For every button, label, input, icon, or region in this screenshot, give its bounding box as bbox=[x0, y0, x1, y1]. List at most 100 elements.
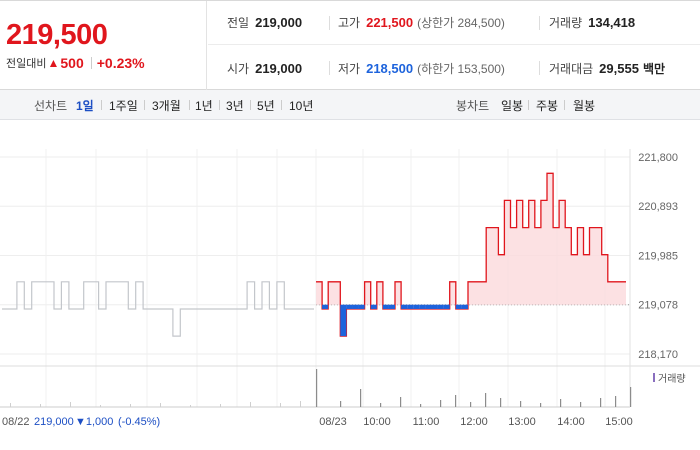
volume-bar bbox=[600, 398, 602, 407]
price-change: 전일대비 ▲ 500 +0.23% bbox=[6, 55, 145, 71]
volume: 거래량 134,418 bbox=[549, 14, 635, 31]
candle-chart-label: 봉차트 bbox=[456, 99, 490, 113]
volume-bar bbox=[560, 399, 562, 407]
below-ref-bar bbox=[443, 304, 450, 309]
tab-1day[interactable]: 1일 bbox=[76, 99, 94, 113]
quote-panel: 219,500 전일대비 ▲ 500 +0.23% 전일 219,000 고가 … bbox=[0, 0, 700, 90]
x-tick-label: 13:00 bbox=[508, 416, 536, 428]
prev-day-change: ▼1,000 bbox=[75, 416, 113, 428]
volume-bar bbox=[340, 401, 342, 407]
day-low: 저가 218,500 (하한가 153,500) bbox=[338, 60, 505, 77]
below-ref-bar bbox=[358, 304, 365, 309]
volume-bar bbox=[400, 397, 402, 407]
tab-3year[interactable]: 3년 bbox=[226, 99, 244, 113]
today-line bbox=[316, 172, 626, 337]
volume-bar bbox=[615, 396, 617, 407]
below-ref-bar bbox=[407, 304, 414, 309]
tab-5year[interactable]: 5년 bbox=[257, 99, 275, 113]
quote-row-2: 시가 219,000 저가 218,500 (하한가 153,500) 거래대금… bbox=[208, 46, 700, 90]
prev-close-value: 219,000 bbox=[255, 15, 303, 30]
current-price: 219,500 bbox=[6, 19, 108, 51]
volume-bar bbox=[540, 403, 542, 407]
volume-bar bbox=[380, 403, 382, 407]
volume-bar bbox=[630, 387, 632, 407]
x-tick-label: 08/23 bbox=[319, 416, 347, 428]
x-tick-label: 14:00 bbox=[557, 416, 585, 428]
prev-day-date: 08/22 bbox=[2, 416, 30, 428]
tab-weekly-candle[interactable]: 주봉 bbox=[536, 99, 559, 113]
day-high: 고가 221,500 (상한가 284,500) bbox=[338, 14, 505, 31]
volume-bar bbox=[190, 405, 191, 407]
volume-bar bbox=[500, 398, 502, 407]
below-ref-bar bbox=[431, 304, 438, 309]
below-ref-bar bbox=[382, 304, 389, 309]
prev-close: 전일 219,000 bbox=[227, 14, 302, 31]
below-ref-bar bbox=[419, 304, 426, 309]
divider bbox=[329, 61, 330, 75]
tab-monthly-candle[interactable]: 월봉 bbox=[573, 99, 596, 113]
below-ref-bar bbox=[461, 304, 468, 309]
y-tick-label: 219,985 bbox=[638, 251, 678, 263]
prev-day-change-pct: (-0.45%) bbox=[118, 416, 160, 428]
up-arrow-icon: ▲ bbox=[47, 56, 60, 70]
below-ref-bar bbox=[346, 304, 353, 309]
x-axis: 08/23 10:00 11:00 12:00 13:00 14:00 15:00 08/22… bbox=[2, 416, 633, 428]
open-price: 시가 219,000 bbox=[227, 60, 302, 77]
x-tick-label: 10:00 bbox=[363, 416, 391, 428]
below-ref-bar bbox=[370, 304, 377, 309]
below-ref-bar bbox=[437, 304, 444, 309]
tab-10year[interactable]: 10년 bbox=[289, 99, 314, 113]
line-chart-label: 선차트 bbox=[34, 99, 68, 113]
volume-bars: 거래량 bbox=[10, 369, 686, 407]
tab-1year[interactable]: 1년 bbox=[195, 99, 213, 113]
prev-close-label: 전일 bbox=[227, 16, 250, 30]
tab-daily-candle[interactable]: 일봉 bbox=[501, 99, 524, 113]
volume-bar bbox=[360, 389, 362, 407]
volume-bar bbox=[10, 403, 11, 407]
divider bbox=[219, 100, 220, 110]
divider bbox=[250, 100, 251, 110]
below-ref-bar bbox=[322, 304, 329, 309]
y-tick-label: 221,800 bbox=[638, 152, 678, 164]
x-tick-label: 15:00 bbox=[605, 416, 633, 428]
below-ref-bar bbox=[401, 304, 408, 309]
divider bbox=[528, 100, 529, 110]
volume-bar bbox=[250, 402, 251, 407]
high-label: 고가 bbox=[338, 16, 361, 30]
prev-day-close: 219,000 bbox=[34, 416, 74, 428]
volume-value: 134,418 bbox=[588, 15, 636, 30]
x-tick-label: 11:00 bbox=[413, 416, 440, 428]
today-fill bbox=[316, 173, 626, 337]
trade-value-label: 거래대금 bbox=[549, 61, 594, 76]
volume-bar bbox=[220, 404, 221, 407]
tab-1week[interactable]: 1주일 bbox=[109, 99, 138, 113]
chart-tabs: 선차트 1일 1주일 3개월 1년 3년 5년 10년 봉차트 일봉 주봉 월봉 bbox=[0, 90, 700, 120]
trade-value-amount: 29,555 bbox=[599, 60, 639, 76]
volume-bar bbox=[280, 403, 281, 407]
divider bbox=[539, 61, 540, 75]
below-ref-bar bbox=[413, 304, 420, 309]
volume-legend-swatch bbox=[653, 373, 655, 382]
y-tick-label: 220,893 bbox=[638, 201, 678, 213]
low-value: 218,500 bbox=[366, 60, 414, 76]
divider bbox=[329, 16, 330, 30]
divider bbox=[539, 16, 540, 30]
low-label: 저가 bbox=[338, 61, 361, 76]
below-ref-bar bbox=[352, 304, 359, 309]
x-tick-label: 12:00 bbox=[460, 416, 488, 428]
divider bbox=[101, 100, 102, 110]
volume-bar bbox=[70, 402, 71, 407]
open-value: 219,000 bbox=[255, 60, 303, 76]
volume-bar bbox=[485, 393, 487, 407]
below-ref-bar bbox=[425, 304, 432, 309]
price-lines bbox=[2, 172, 626, 337]
below-ref-bar bbox=[455, 304, 462, 309]
y-axis: 221,800 220,893 219,985 219,078 218,170 bbox=[638, 152, 678, 361]
volume-bar bbox=[455, 395, 457, 407]
upper-limit: (상한가 284,500) bbox=[417, 16, 505, 30]
y-tick-label: 218,170 bbox=[638, 349, 678, 361]
change-percent: +0.23% bbox=[96, 55, 145, 71]
price-summary: 219,500 전일대비 ▲ 500 +0.23% bbox=[0, 1, 207, 90]
tab-3month[interactable]: 3개월 bbox=[152, 99, 181, 113]
